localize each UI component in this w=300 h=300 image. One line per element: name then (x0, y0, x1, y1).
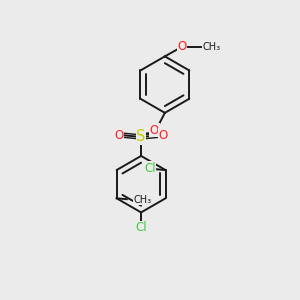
Text: O: O (114, 129, 123, 142)
Text: S: S (136, 129, 146, 144)
Text: CH₃: CH₃ (134, 195, 152, 205)
Text: O: O (178, 40, 187, 53)
Text: O: O (159, 129, 168, 142)
Text: Cl: Cl (144, 162, 156, 175)
Text: CH₃: CH₃ (202, 42, 220, 52)
Text: O: O (150, 124, 159, 136)
Text: Cl: Cl (135, 221, 147, 234)
